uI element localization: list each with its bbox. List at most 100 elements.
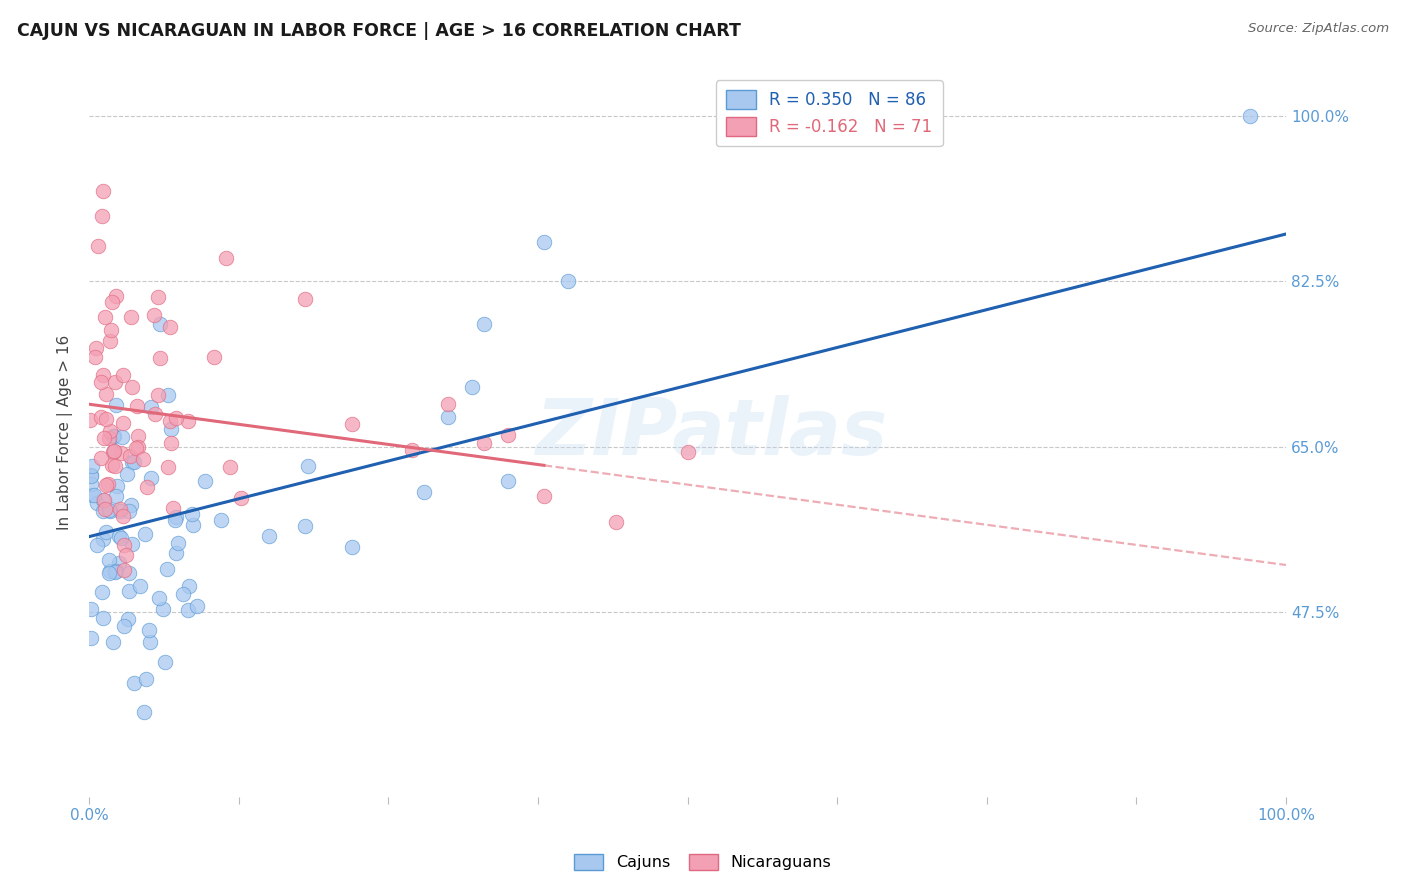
Legend: Cajuns, Nicaraguans: Cajuns, Nicaraguans [568,848,838,877]
Point [101,429,124,443]
Point [98,553,121,567]
Point [165,411,187,425]
Point [461,380,484,394]
Point [94,478,117,492]
Point [118,566,141,581]
Text: CAJUN VS NICARAGUAN IN LABOR FORCE | AGE > 16 CORRELATION CHART: CAJUN VS NICARAGUAN IN LABOR FORCE | AGE… [17,22,741,40]
Point [97,502,120,516]
Point [121,380,143,394]
Point [496,474,519,488]
Point [146,387,169,401]
Point [1239,109,1261,123]
Point [413,485,436,500]
Point [98,431,121,445]
Point [108,504,131,518]
Point [165,546,187,560]
Point [128,579,150,593]
Point [437,410,460,425]
Point [257,529,280,543]
Point [80,468,103,483]
Point [229,491,252,506]
Point [202,351,225,365]
Point [159,414,181,428]
Point [104,459,127,474]
Point [156,388,179,402]
Point [101,295,124,310]
Point [122,455,145,469]
Point [134,705,156,719]
Point [115,548,138,562]
Point [401,442,423,457]
Point [111,508,134,523]
Point [79,477,101,491]
Point [297,459,319,474]
Point [80,467,103,482]
Point [186,599,208,613]
Point [79,632,101,646]
Point [163,513,186,527]
Point [93,502,115,516]
Point [472,317,495,331]
Point [91,503,114,517]
Point [676,445,699,459]
Point [104,375,127,389]
Point [156,459,179,474]
Point [194,474,217,488]
Point [167,536,190,550]
Point [145,407,167,421]
Point [105,288,128,302]
Point [112,619,135,633]
Point [342,540,364,554]
Point [84,351,107,365]
Point [139,470,162,484]
Point [82,458,104,473]
Point [136,480,159,494]
Point [557,274,579,288]
Point [90,451,112,466]
Point [112,538,135,552]
Point [472,436,495,450]
Point [142,308,165,322]
Point [105,398,128,412]
Point [605,515,627,529]
Legend: R = 0.350   N = 86, R = -0.162   N = 71: R = 0.350 N = 86, R = -0.162 N = 71 [716,80,942,146]
Point [103,443,125,458]
Point [118,584,141,599]
Point [156,562,179,576]
Point [94,387,117,401]
Point [93,310,115,325]
Point [82,488,104,502]
Point [91,611,114,625]
Point [342,417,364,431]
Point [110,531,132,545]
Point [180,508,202,522]
Point [121,455,143,469]
Point [104,489,127,503]
Point [105,479,128,493]
Point [112,563,135,577]
Point [111,430,134,444]
Point [86,495,108,509]
Point [110,446,132,460]
Point [96,412,118,426]
Point [84,342,107,356]
Point [177,414,200,428]
Point [90,376,112,390]
Point [97,476,120,491]
Point [127,440,149,454]
Point [121,498,143,512]
Point [160,421,183,435]
Point [90,209,112,223]
Point [120,310,142,324]
Point [108,557,131,571]
Point [127,428,149,442]
Point [176,603,198,617]
Point [105,564,128,578]
Point [172,587,194,601]
Point [90,585,112,599]
Point [101,458,124,472]
Point [98,334,121,348]
Point [80,601,103,615]
Point [93,493,115,508]
Point [103,428,125,442]
